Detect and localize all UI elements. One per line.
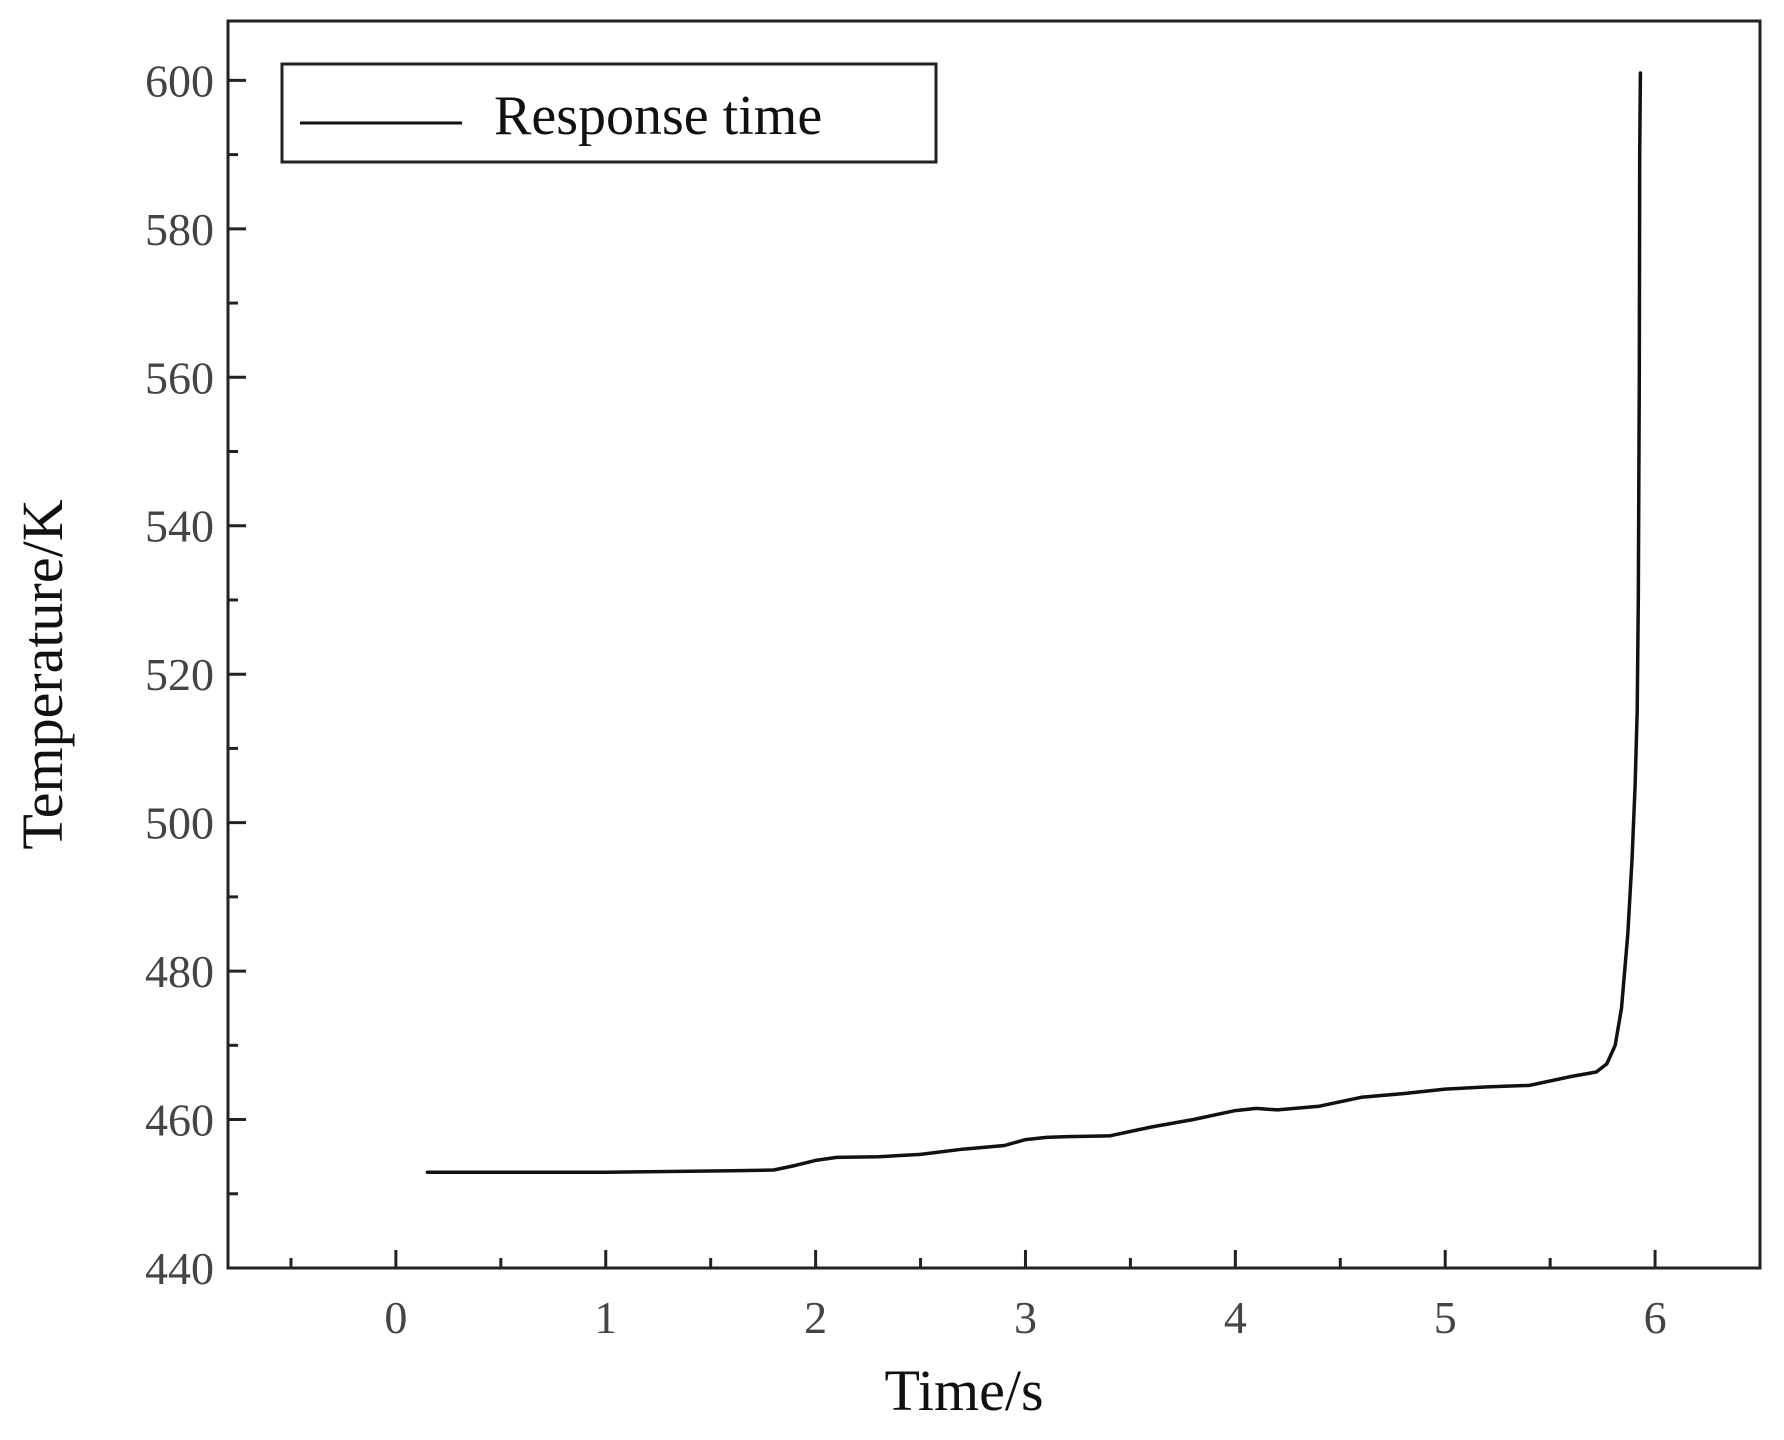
legend-label-response-time: Response time: [494, 85, 822, 147]
y-tick-label: 560: [145, 352, 214, 403]
y-axis-title: Temperature/K: [10, 499, 75, 849]
y-axis-ticks: 440 460 480 500 520 540 560 580 600: [145, 55, 246, 1294]
x-tick-label: 1: [594, 1292, 617, 1343]
series-layer: [425, 71, 1643, 1174]
legend: Response time: [280, 62, 938, 164]
y-tick-label: 440: [145, 1243, 214, 1294]
x-tick-label: 3: [1014, 1292, 1037, 1343]
x-tick-label: 0: [384, 1292, 407, 1343]
y-tick-label: 580: [145, 204, 214, 255]
x-axis-ticks: 0 1 2 3 4 5 6: [289, 1250, 1762, 1343]
x-tick-label: 6: [1644, 1292, 1667, 1343]
y-tick-label: 600: [145, 55, 214, 106]
x-axis-title: Time/s: [884, 1358, 1043, 1423]
y-tick-label: 480: [145, 946, 214, 997]
series-line-response-time: [425, 71, 1643, 1174]
x-tick-label: 5: [1434, 1292, 1457, 1343]
y-tick-label: 540: [145, 501, 214, 552]
legend-box: [280, 62, 938, 164]
y-tick-label: 500: [145, 798, 214, 849]
y-tick-label: 520: [145, 649, 214, 700]
x-tick-label: 2: [804, 1292, 827, 1343]
x-tick-label: 4: [1224, 1292, 1247, 1343]
y-tick-label: 460: [145, 1095, 214, 1146]
plot-area-frame: [226, 19, 1762, 1270]
